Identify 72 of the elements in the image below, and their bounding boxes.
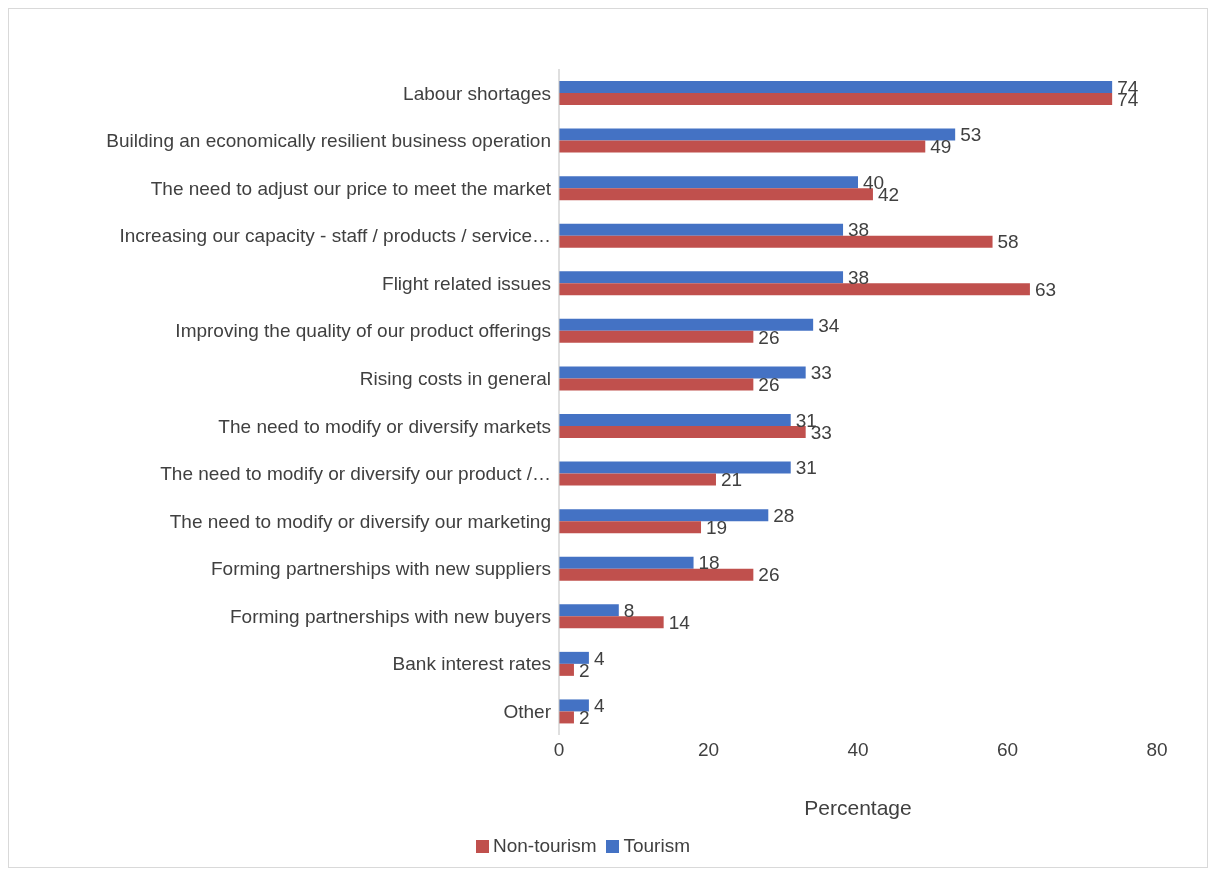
y-tick-label: Other: [503, 700, 552, 722]
data-label: 26: [758, 374, 780, 396]
x-tick-label: 40: [847, 739, 869, 761]
data-label: 49: [930, 136, 952, 158]
y-tick-label: Flight related issues: [382, 272, 551, 294]
bar: [559, 616, 664, 629]
bar: [559, 473, 716, 486]
data-label: 2: [578, 707, 590, 729]
data-label: 19: [706, 516, 728, 538]
y-tick-label: Increasing our capacity - staff / products / service…: [119, 225, 551, 247]
y-tick-label: The need to modify or diversify our product /…: [160, 463, 551, 485]
legend-label: Tourism: [623, 835, 690, 856]
x-tick-label: 80: [1146, 739, 1168, 761]
bar: [559, 140, 926, 153]
y-tick-label: Improving the quality of our product offerings: [175, 320, 551, 342]
x-tick-label: 60: [996, 739, 1019, 761]
data-label: 28: [773, 504, 795, 526]
bar: [559, 330, 754, 343]
data-label: 14: [668, 612, 691, 634]
x-axis-title: Percentage: [804, 796, 912, 819]
y-tick-label: The need to modify or diversify markets: [218, 415, 551, 437]
bar: [559, 556, 694, 569]
bar: [559, 426, 806, 438]
y-tick-label: Forming partnerships with new suppliers: [210, 558, 551, 580]
y-tick-label: The need to adjust our price to meet the market: [150, 177, 552, 199]
legend-label: Non-tourism: [493, 835, 597, 856]
data-label: 26: [758, 564, 780, 586]
data-label: 53: [960, 124, 982, 146]
bar: [559, 711, 574, 724]
y-tick-label: Forming partnerships with new buyers: [229, 605, 551, 627]
data-label: 26: [758, 326, 780, 348]
data-label: 63: [1034, 279, 1057, 301]
data-label: 33: [810, 362, 832, 384]
x-tick-label: 0: [553, 739, 565, 761]
bar: [559, 651, 589, 664]
bar: [559, 223, 844, 236]
bar: [559, 604, 619, 617]
bar: [559, 81, 1113, 93]
y-tick-label: Rising costs in general: [359, 367, 551, 389]
bar: [559, 461, 791, 474]
bar: [559, 509, 769, 522]
bar: [559, 318, 814, 331]
x-tick-label: 20: [697, 739, 720, 761]
data-label: 8: [623, 600, 635, 622]
bar: [559, 663, 574, 676]
data-label: 58: [997, 231, 1019, 253]
bar: [559, 414, 791, 426]
data-label: 2: [578, 659, 590, 681]
data-label: 31: [795, 457, 817, 479]
bar: [559, 235, 993, 248]
bar: [559, 283, 1030, 296]
bar: [559, 366, 806, 379]
data-label: 18: [698, 552, 720, 574]
data-label: 4: [593, 695, 605, 717]
data-label: 34: [818, 314, 840, 336]
bar: [559, 128, 956, 141]
bar: [559, 93, 1113, 105]
bar: [559, 271, 844, 284]
y-tick-label: Building an economically resilient business operation: [106, 130, 551, 152]
bar: [559, 378, 754, 391]
bar: [559, 188, 873, 201]
data-label: 21: [720, 469, 743, 491]
data-label: 38: [848, 219, 870, 241]
data-label: 4: [593, 647, 605, 669]
bar: [559, 568, 754, 581]
y-tick-label: The need to modify or diversify our marketing: [169, 510, 551, 532]
bar: [559, 176, 858, 189]
data-label: 38: [848, 267, 870, 289]
y-tick-label: Labour shortages: [403, 82, 551, 104]
bar: [559, 521, 702, 534]
y-tick-label: Bank interest rates: [392, 653, 551, 675]
bar: [559, 699, 589, 712]
